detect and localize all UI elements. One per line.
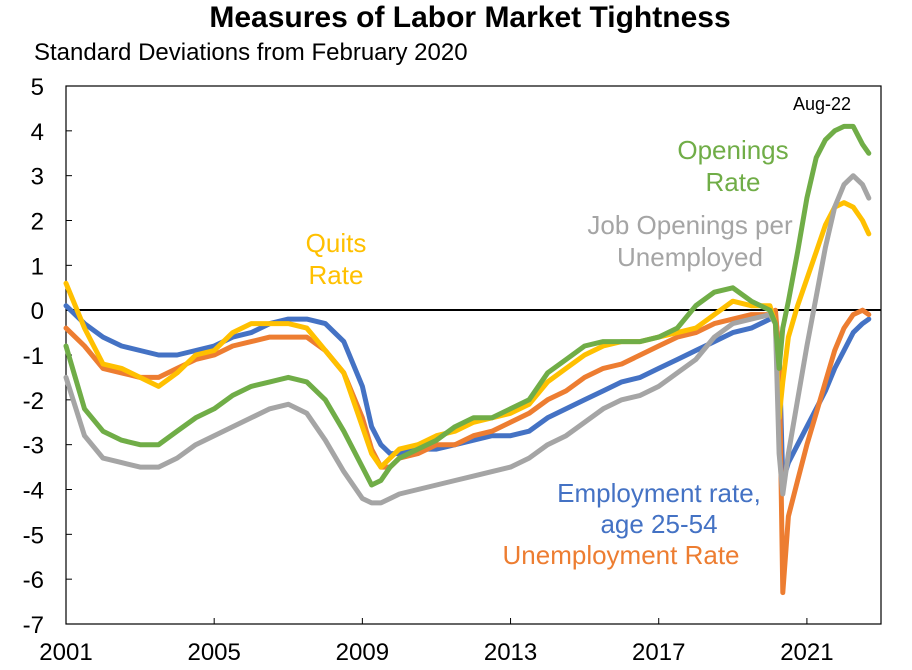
label-unemployment-rate: Unemployment Rate <box>503 540 740 570</box>
series-group <box>63 123 872 596</box>
chart-subtitle: Standard Deviations from February 2020 <box>34 39 468 66</box>
y-tick-label: -5 <box>23 522 44 549</box>
x-tick-label: 2001 <box>39 639 92 666</box>
y-tick-label: -7 <box>23 612 44 639</box>
label-employment-rate-line1: Employment rate, <box>557 478 761 508</box>
y-tick-label: -1 <box>23 343 44 370</box>
label-employment-rate-line2: age 25-54 <box>600 509 717 539</box>
y-tick-label: 5 <box>31 74 44 101</box>
series-line-unemployment-rate <box>63 307 872 596</box>
y-tick-label: 1 <box>31 253 44 280</box>
y-tick-label: 2 <box>31 209 44 236</box>
y-tick-label: 0 <box>31 298 44 325</box>
x-tick-label: 2021 <box>780 639 833 666</box>
x-axis: 2001 2005 2009 2013 2017 2021 <box>39 618 834 666</box>
label-openings-rate-line1: Openings <box>677 135 788 165</box>
x-tick-label: 2017 <box>632 639 685 666</box>
label-job-openings-line2: Unemployed <box>617 242 763 272</box>
series-line-job-openings-per-unemployed <box>63 173 872 506</box>
y-tick-label: 3 <box>31 164 44 191</box>
y-axis: 5 4 3 2 1 0 -1 -2 -3 -4 -5 -6 -7 <box>23 74 72 639</box>
label-quits-rate-line1: Quits <box>306 228 367 258</box>
annotation-aug22: Aug-22 <box>793 94 851 114</box>
y-tick-label: -4 <box>23 478 44 505</box>
label-openings-rate-line2: Rate <box>706 167 761 197</box>
x-tick-label: 2013 <box>484 639 537 666</box>
y-tick-label: -3 <box>23 433 44 460</box>
x-tick-label: 2005 <box>187 639 240 666</box>
y-tick-label: -2 <box>23 388 44 415</box>
label-quits-rate-line2: Rate <box>309 260 364 290</box>
x-tick-label: 2009 <box>336 639 389 666</box>
y-tick-label: -6 <box>23 567 44 594</box>
label-job-openings-line1: Job Openings per <box>587 210 793 240</box>
series-line-quits-rate <box>63 200 872 470</box>
series-line-openings-rate <box>63 123 872 488</box>
y-tick-label: 4 <box>31 119 44 146</box>
chart-title: Measures of Labor Market Tightness <box>209 1 731 34</box>
